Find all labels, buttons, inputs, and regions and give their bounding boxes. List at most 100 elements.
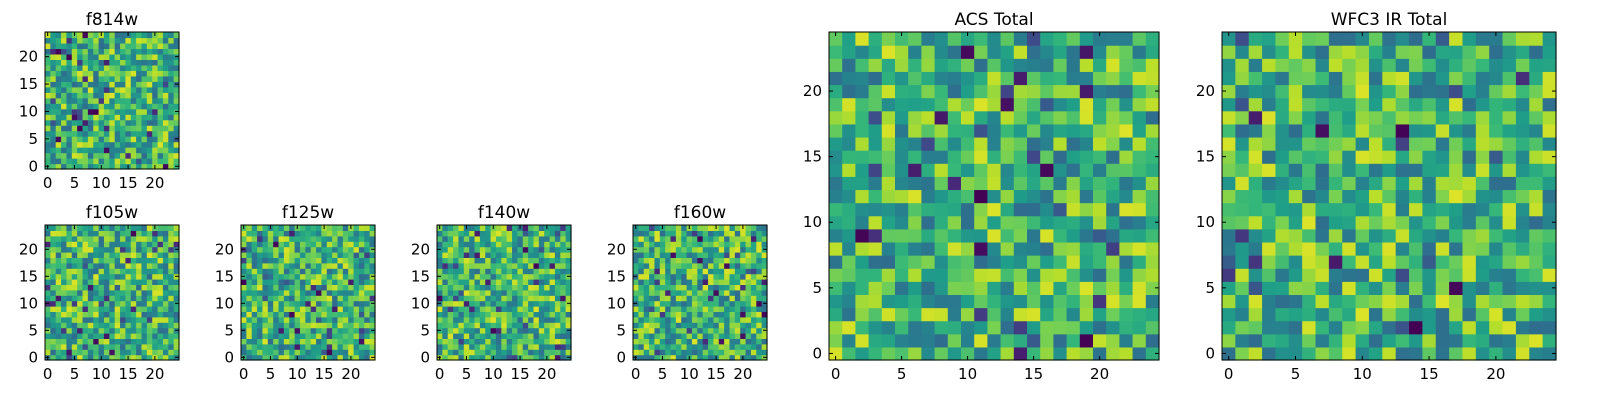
heatmap-cell bbox=[98, 48, 105, 55]
heatmap-cell bbox=[109, 81, 116, 88]
heatmap-cell bbox=[842, 202, 856, 217]
heatmap-cell bbox=[157, 306, 164, 312]
heatmap-cell bbox=[740, 306, 747, 312]
heatmap-cell bbox=[745, 333, 752, 339]
heatmap-cell bbox=[1079, 215, 1094, 230]
heatmap-cell bbox=[708, 279, 714, 285]
heatmap-cell bbox=[283, 306, 290, 312]
heatmap-cell bbox=[66, 354, 73, 361]
heatmap-cell bbox=[162, 338, 169, 345]
heatmap-cell bbox=[987, 150, 1002, 164]
heatmap-cell bbox=[724, 225, 731, 231]
heatmap-cell bbox=[141, 338, 148, 345]
heatmap-cell bbox=[1132, 71, 1147, 86]
heatmap-cell bbox=[1502, 307, 1517, 322]
heatmap-cell bbox=[1342, 281, 1357, 295]
heatmap-cell bbox=[141, 37, 148, 44]
heatmap-cell bbox=[1422, 241, 1437, 256]
heatmap-cell bbox=[114, 136, 121, 143]
x-tick-label: 0 bbox=[1224, 365, 1234, 383]
heatmap-cell bbox=[1040, 215, 1054, 230]
heatmap-cell bbox=[66, 163, 73, 170]
heatmap-cell bbox=[501, 252, 508, 258]
heatmap-cell bbox=[173, 252, 180, 258]
heatmap-cell bbox=[895, 45, 909, 59]
heatmap-cell bbox=[109, 103, 116, 110]
heatmap-cell bbox=[45, 343, 51, 350]
heatmap-cell bbox=[1106, 163, 1120, 177]
heatmap-cell bbox=[485, 322, 492, 329]
heatmap-cell bbox=[1106, 176, 1120, 191]
heatmap-cell bbox=[168, 92, 175, 99]
heatmap-cell bbox=[549, 279, 556, 285]
heatmap-cell bbox=[1328, 294, 1343, 309]
heatmap-cell bbox=[278, 262, 285, 269]
heatmap-cell bbox=[756, 322, 763, 329]
heatmap-cell bbox=[1515, 215, 1530, 230]
heatmap-cell bbox=[533, 257, 540, 264]
heatmap-cell bbox=[50, 327, 57, 334]
heatmap-cell bbox=[1368, 228, 1383, 243]
heatmap-cell bbox=[708, 300, 714, 307]
heatmap-cell bbox=[708, 338, 714, 345]
heatmap-cell bbox=[141, 92, 148, 99]
heatmap-cell bbox=[141, 59, 148, 66]
heatmap-cell bbox=[1040, 189, 1054, 204]
heatmap-cell bbox=[512, 246, 518, 253]
heatmap-cell bbox=[665, 311, 672, 318]
heatmap-cell bbox=[517, 311, 524, 318]
heatmap-cell bbox=[522, 273, 529, 280]
heatmap-cell bbox=[1013, 294, 1028, 309]
heatmap-cell bbox=[522, 262, 529, 269]
heatmap-cell bbox=[136, 92, 143, 99]
heatmap-cell bbox=[332, 257, 339, 264]
heatmap-cell bbox=[855, 58, 870, 72]
heatmap-cell bbox=[77, 235, 84, 242]
heatmap-cell bbox=[120, 42, 126, 50]
heatmap-cell bbox=[1262, 189, 1277, 204]
heatmap-cell bbox=[321, 273, 328, 280]
heatmap-cell bbox=[136, 322, 143, 329]
heatmap-cell bbox=[45, 311, 51, 318]
heatmap-cell bbox=[109, 119, 116, 126]
heatmap-cell bbox=[157, 81, 164, 88]
heatmap-cell bbox=[549, 316, 556, 323]
heatmap-cell bbox=[1013, 241, 1028, 256]
heatmap-cell bbox=[251, 349, 258, 356]
heatmap-cell bbox=[55, 338, 62, 345]
heatmap-cell bbox=[686, 300, 693, 307]
heatmap-cell bbox=[152, 92, 159, 99]
heatmap-cell bbox=[1000, 307, 1015, 322]
heatmap-cell bbox=[506, 343, 513, 350]
heatmap-cell bbox=[82, 289, 89, 296]
heatmap-cell bbox=[947, 150, 962, 164]
heatmap-cell bbox=[348, 262, 355, 269]
heatmap-cell bbox=[87, 141, 94, 148]
heatmap-cell bbox=[447, 295, 454, 302]
heatmap-cell bbox=[745, 311, 752, 318]
heatmap-cell bbox=[157, 141, 164, 148]
heatmap-cell bbox=[130, 48, 137, 55]
heatmap-cell bbox=[82, 268, 89, 275]
heatmap-cell bbox=[947, 110, 962, 125]
heatmap-cell bbox=[1355, 45, 1370, 59]
heatmap-cell bbox=[103, 322, 110, 329]
heatmap-cell bbox=[125, 103, 132, 110]
heatmap-cell bbox=[162, 141, 169, 148]
heatmap-cell bbox=[528, 316, 535, 323]
heatmap-cell bbox=[442, 252, 449, 258]
heatmap-cell bbox=[87, 125, 94, 132]
heatmap-cell bbox=[1132, 136, 1147, 151]
heatmap-cell bbox=[718, 273, 725, 280]
heatmap-cell bbox=[961, 268, 975, 282]
heatmap-cell bbox=[173, 70, 180, 77]
heatmap-cell bbox=[474, 235, 481, 242]
heatmap-cell bbox=[251, 289, 258, 296]
heatmap-cell bbox=[157, 119, 164, 126]
heatmap-cell bbox=[71, 42, 78, 50]
heatmap-cell bbox=[670, 343, 677, 350]
heatmap-cell bbox=[87, 343, 94, 350]
heatmap-cell bbox=[842, 241, 856, 256]
heatmap-cell bbox=[649, 311, 656, 318]
heatmap-cell bbox=[934, 281, 949, 295]
